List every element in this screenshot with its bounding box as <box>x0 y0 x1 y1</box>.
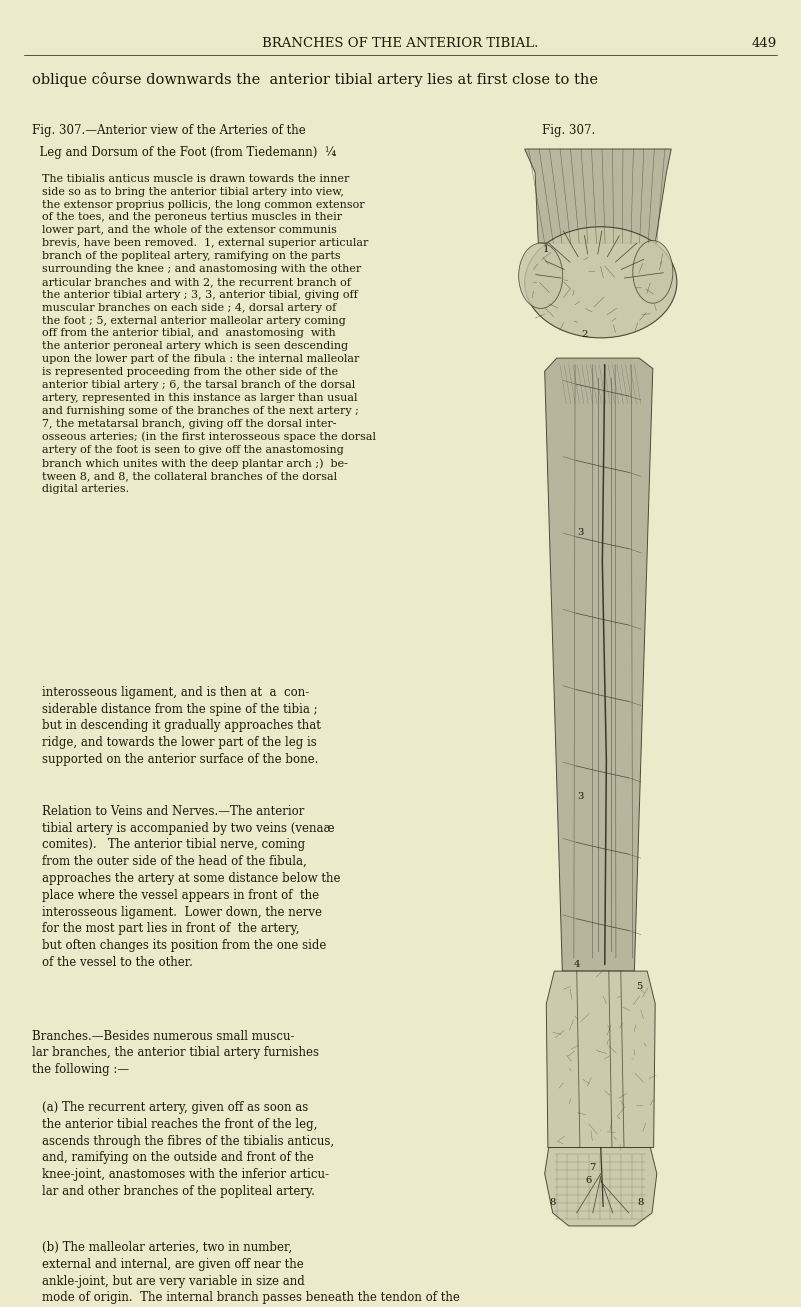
Text: 3: 3 <box>578 792 584 801</box>
Text: The tibialis anticus muscle is drawn towards the inner
side so as to bring the a: The tibialis anticus muscle is drawn tow… <box>42 174 376 494</box>
Ellipse shape <box>519 243 563 308</box>
Text: 4: 4 <box>574 961 580 968</box>
Text: 2: 2 <box>582 331 588 339</box>
Text: Fig. 307.: Fig. 307. <box>542 124 595 137</box>
Text: 8: 8 <box>549 1199 556 1206</box>
Polygon shape <box>546 971 655 1148</box>
Polygon shape <box>545 1148 657 1226</box>
Text: oblique côurse downwards the  anterior tibial artery lies at first close to the: oblique côurse downwards the anterior ti… <box>32 72 598 86</box>
Text: Relation to Veins and Nerves.—The anterior
tibial artery is accompanied by two v: Relation to Veins and Nerves.—The anteri… <box>42 805 340 968</box>
Text: (a) The recurrent artery, given off as soon as
the anterior tibial reaches the f: (a) The recurrent artery, given off as s… <box>42 1100 334 1199</box>
Text: 8: 8 <box>638 1199 644 1206</box>
Ellipse shape <box>633 240 673 303</box>
Text: interosseous ligament, and is then at  a  con-
siderable distance from the spine: interosseous ligament, and is then at a … <box>42 686 320 766</box>
Text: 7: 7 <box>590 1163 596 1171</box>
Polygon shape <box>525 149 671 243</box>
Text: 5: 5 <box>636 983 642 991</box>
Text: BRANCHES OF THE ANTERIOR TIBIAL.: BRANCHES OF THE ANTERIOR TIBIAL. <box>262 37 539 50</box>
Text: 1: 1 <box>543 246 549 254</box>
Text: Branches.—Besides numerous small muscu-
lar branches, the anterior tibial artery: Branches.—Besides numerous small muscu- … <box>32 1030 319 1076</box>
Text: Leg and Dorsum of the Foot (from Tiedemann)  ¼: Leg and Dorsum of the Foot (from Tiedema… <box>32 146 336 159</box>
Text: 6: 6 <box>586 1176 592 1184</box>
Ellipse shape <box>525 227 677 337</box>
Text: (b) The malleolar arteries, two in number,
external and internal, are given off : (b) The malleolar arteries, two in numbe… <box>42 1242 460 1304</box>
Text: 3: 3 <box>578 528 584 537</box>
Polygon shape <box>545 358 653 971</box>
Text: 449: 449 <box>751 37 777 50</box>
Text: Fig. 307.—Anterior view of the Arteries of the: Fig. 307.—Anterior view of the Arteries … <box>32 124 306 137</box>
